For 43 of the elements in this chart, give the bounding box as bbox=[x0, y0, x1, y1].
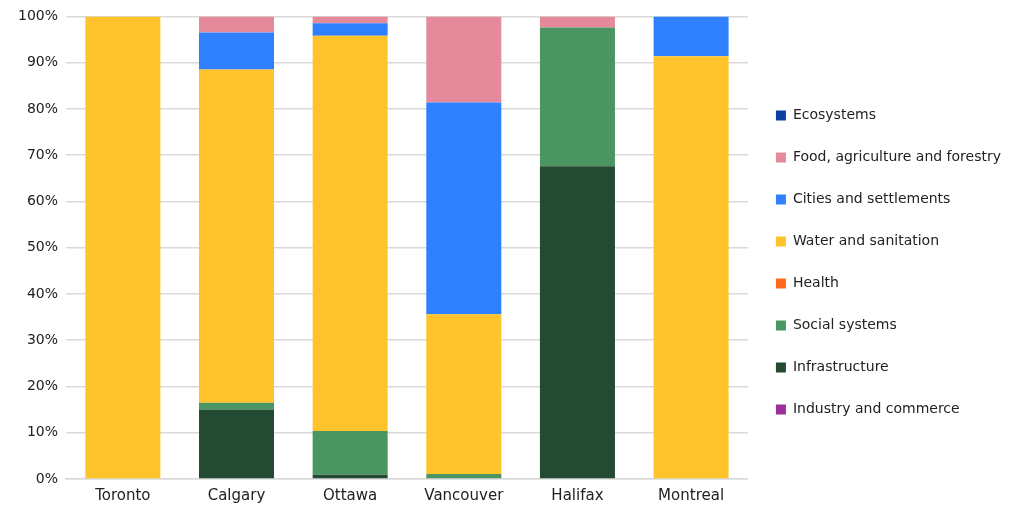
legend-label: Water and sanitation bbox=[792, 232, 940, 249]
legend-label: Food, agriculture and forestry bbox=[792, 148, 1002, 165]
y-tick-label: 70% bbox=[26, 145, 59, 162]
bar bbox=[539, 27, 615, 167]
bar bbox=[198, 69, 274, 403]
x-tick-label: Vancouver bbox=[424, 485, 505, 504]
bar bbox=[198, 409, 274, 479]
legend-label: Ecosystems bbox=[792, 106, 876, 123]
bar bbox=[198, 16, 274, 33]
legend-label: Infrastructure bbox=[792, 358, 889, 375]
legend-label: Cities and settlements bbox=[792, 190, 951, 207]
bar bbox=[539, 16, 615, 28]
x-tick-label: Calgary bbox=[207, 485, 266, 504]
bar bbox=[198, 32, 274, 70]
bar bbox=[312, 430, 388, 475]
y-tick-label: 50% bbox=[26, 238, 59, 255]
bar bbox=[653, 56, 729, 479]
bar bbox=[426, 473, 502, 479]
bar bbox=[85, 16, 161, 479]
bar bbox=[539, 166, 615, 479]
bar bbox=[653, 16, 729, 57]
legend-label: Health bbox=[792, 274, 839, 291]
x-tick-label: Halifax bbox=[551, 485, 604, 504]
bar bbox=[312, 35, 388, 431]
x-tick-label: Ottawa bbox=[323, 485, 378, 504]
y-tick-label: 0% bbox=[35, 469, 59, 486]
bar bbox=[426, 102, 502, 315]
bar bbox=[426, 16, 502, 103]
legend-label: Industry and commerce bbox=[792, 400, 960, 417]
legend-label: Social systems bbox=[792, 316, 897, 333]
y-tick-label: 10% bbox=[26, 423, 59, 440]
y-tick-label: 40% bbox=[26, 284, 59, 301]
y-tick-label: 90% bbox=[26, 53, 59, 70]
x-tick-label: Montreal bbox=[658, 485, 725, 504]
y-tick-label: 100% bbox=[17, 7, 59, 24]
bar bbox=[198, 402, 274, 410]
y-tick-label: 20% bbox=[26, 377, 59, 394]
x-tick-label: Toronto bbox=[94, 485, 151, 504]
bar bbox=[426, 314, 502, 474]
y-tick-label: 60% bbox=[26, 192, 59, 209]
y-tick-label: 80% bbox=[26, 99, 59, 116]
bar bbox=[312, 23, 388, 36]
y-tick-label: 30% bbox=[26, 330, 59, 347]
